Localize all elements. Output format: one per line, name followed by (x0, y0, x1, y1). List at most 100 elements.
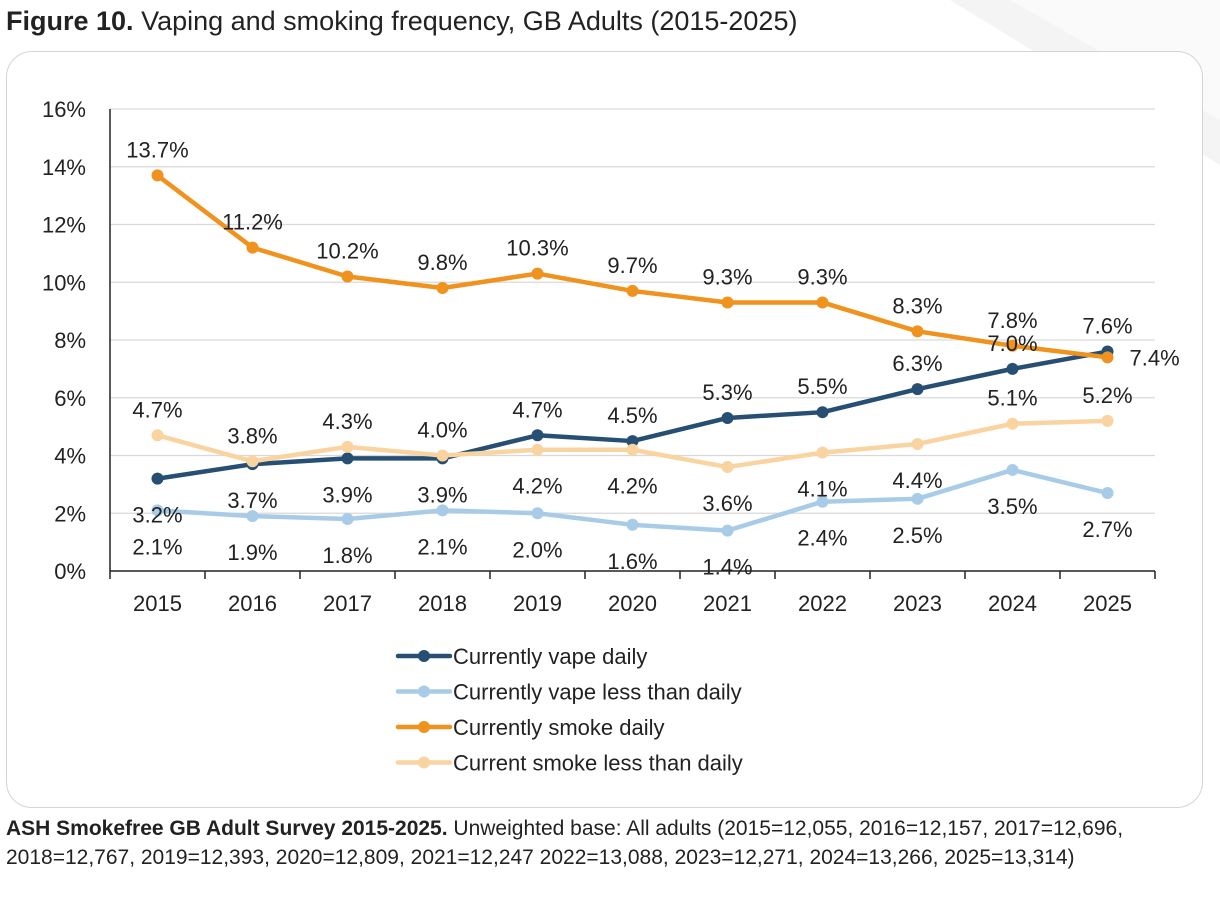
data-point (436, 449, 449, 462)
data-label: 3.5% (987, 494, 1037, 519)
data-label: 2.1% (417, 534, 467, 559)
data-label: 5.3% (702, 380, 752, 405)
data-label: 9.8% (417, 250, 467, 275)
data-point (151, 169, 164, 182)
data-label: 3.2% (132, 503, 182, 528)
y-tick-label: 10% (42, 270, 86, 295)
data-point (626, 443, 639, 456)
data-label: 5.2% (1082, 383, 1132, 408)
data-label: 2.0% (512, 537, 562, 562)
data-label: 10.2% (316, 238, 378, 263)
data-point (151, 472, 164, 485)
legend-marker (418, 721, 430, 733)
data-label: 10.3% (506, 236, 568, 261)
data-label: 1.4% (702, 555, 752, 580)
x-tick-label: 2021 (703, 591, 752, 616)
data-label: 1.8% (322, 543, 372, 568)
data-label: 4.7% (132, 397, 182, 422)
data-label: 3.9% (322, 482, 372, 507)
x-tick-label: 2016 (228, 591, 277, 616)
data-point (436, 504, 449, 517)
data-label: 4.5% (607, 403, 657, 428)
data-point (911, 325, 924, 338)
source-note: ASH Smokefree GB Adult Survey 2015-2025.… (6, 814, 1186, 872)
data-point (531, 507, 544, 520)
data-label: 13.7% (126, 137, 188, 162)
data-label: 11.2% (222, 210, 283, 235)
data-point (816, 296, 829, 309)
data-label: 9.3% (797, 264, 847, 289)
data-point (911, 492, 924, 505)
data-label: 3.6% (702, 491, 752, 516)
data-label: 4.3% (322, 409, 372, 434)
legend-entry-label: Current smoke less than daily (453, 751, 743, 776)
data-point (151, 504, 164, 517)
data-point (246, 455, 259, 468)
data-label: 4.2% (607, 474, 657, 499)
figure-label: Figure 10. (6, 6, 134, 36)
legend-marker (418, 650, 430, 662)
x-tick-label: 2023 (893, 591, 942, 616)
data-point (1006, 463, 1019, 476)
legend-entry-label: Currently vape daily (453, 644, 647, 669)
data-point (626, 518, 639, 531)
legend-entry-label: Currently vape less than daily (453, 680, 742, 705)
legend-marker (418, 685, 430, 698)
x-tick-label: 2015 (133, 591, 182, 616)
y-tick-label: 0% (54, 559, 86, 584)
data-point (721, 461, 734, 474)
data-label: 5.5% (797, 374, 847, 399)
data-label: 9.7% (607, 253, 657, 278)
data-point (341, 513, 354, 526)
data-point (531, 443, 544, 456)
data-label: 4.0% (417, 418, 467, 443)
data-label: 8.3% (892, 293, 942, 318)
legend-entry-label: Currently smoke daily (453, 715, 665, 740)
data-point (531, 429, 544, 442)
data-point (341, 440, 354, 453)
data-point (626, 284, 639, 297)
data-label: 3.8% (227, 423, 277, 448)
data-label: 4.7% (512, 397, 562, 422)
data-point (1006, 417, 1019, 430)
source-label: ASH Smokefree GB Adult Survey 2015-2025. (6, 817, 448, 840)
data-label: 7.0% (987, 331, 1037, 356)
data-label: 6.3% (892, 351, 942, 376)
data-label: 4.4% (892, 468, 942, 493)
y-tick-label: 4% (54, 444, 86, 469)
data-point (246, 510, 259, 523)
y-tick-label: 16% (42, 97, 86, 122)
data-label: 2.1% (132, 534, 182, 559)
x-tick-label: 2024 (988, 591, 1037, 616)
data-point (626, 435, 639, 448)
data-label: 9.3% (702, 264, 752, 289)
data-point (816, 495, 829, 508)
data-point (1006, 339, 1019, 352)
data-label: 7.6% (1082, 314, 1132, 339)
data-point (721, 411, 734, 424)
y-tick-label: 12% (42, 213, 86, 238)
data-point (151, 429, 164, 442)
data-point (816, 446, 829, 459)
data-label: 5.1% (987, 386, 1037, 411)
data-point (341, 270, 354, 283)
data-point (1101, 414, 1114, 427)
data-point (911, 383, 924, 396)
x-tick-label: 2019 (513, 591, 562, 616)
data-label: 2.5% (892, 523, 942, 548)
figure-title-text: Vaping and smoking frequency, GB Adults … (141, 6, 798, 36)
data-label: 7.4% (1130, 345, 1180, 370)
data-point (911, 437, 924, 450)
data-label: 2.7% (1082, 517, 1132, 542)
data-label: 1.9% (227, 540, 277, 565)
source-text: Unweighted base: All adults (2015=12,055… (6, 817, 1124, 869)
legend-marker (418, 756, 430, 769)
figure-title: Figure 10. Vaping and smoking frequency,… (6, 4, 797, 38)
x-tick-label: 2022 (798, 591, 847, 616)
data-point (816, 406, 829, 419)
data-point (1101, 487, 1114, 500)
x-tick-label: 2025 (1083, 591, 1132, 616)
data-point (246, 241, 259, 254)
data-label: 4.2% (512, 474, 562, 499)
